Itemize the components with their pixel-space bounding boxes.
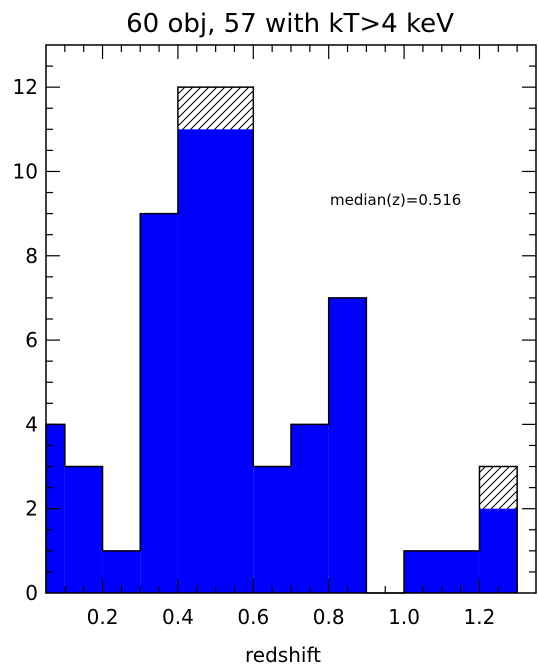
y-tick-label: 0 [25, 581, 38, 605]
filled-bar-5 [253, 466, 291, 593]
x-tick-label: 0.8 [313, 605, 345, 629]
filled-bar-10 [479, 508, 518, 593]
y-tick-label: 10 [13, 159, 38, 183]
chart-title: 60 obj, 57 with kT>4 keV [126, 9, 454, 39]
filled-bar-1 [64, 466, 103, 593]
x-tick-label: 0.6 [237, 605, 269, 629]
x-tick-label: 1.0 [388, 605, 420, 629]
y-tick-label: 6 [25, 328, 38, 352]
y-tick-label: 8 [25, 244, 38, 268]
median-annotation: median(z)=0.516 [330, 191, 461, 209]
x-tick-label: 0.4 [162, 605, 194, 629]
x-axis-label: redshift [245, 643, 321, 667]
y-tick-label: 12 [13, 75, 38, 99]
filled-bar-2 [102, 550, 141, 593]
histogram-outline [45, 86, 518, 594]
y-tick-label: 2 [25, 497, 38, 521]
x-tick-label: 0.2 [87, 605, 119, 629]
filled-bar-6 [291, 424, 329, 593]
y-tick-label: 4 [25, 412, 38, 436]
filled-bar-9 [404, 550, 480, 593]
x-tick-label: 1.2 [464, 605, 496, 629]
filled-bar-4 [177, 129, 254, 594]
filled-bar-7 [328, 297, 367, 593]
filled-bar-3 [140, 213, 178, 593]
